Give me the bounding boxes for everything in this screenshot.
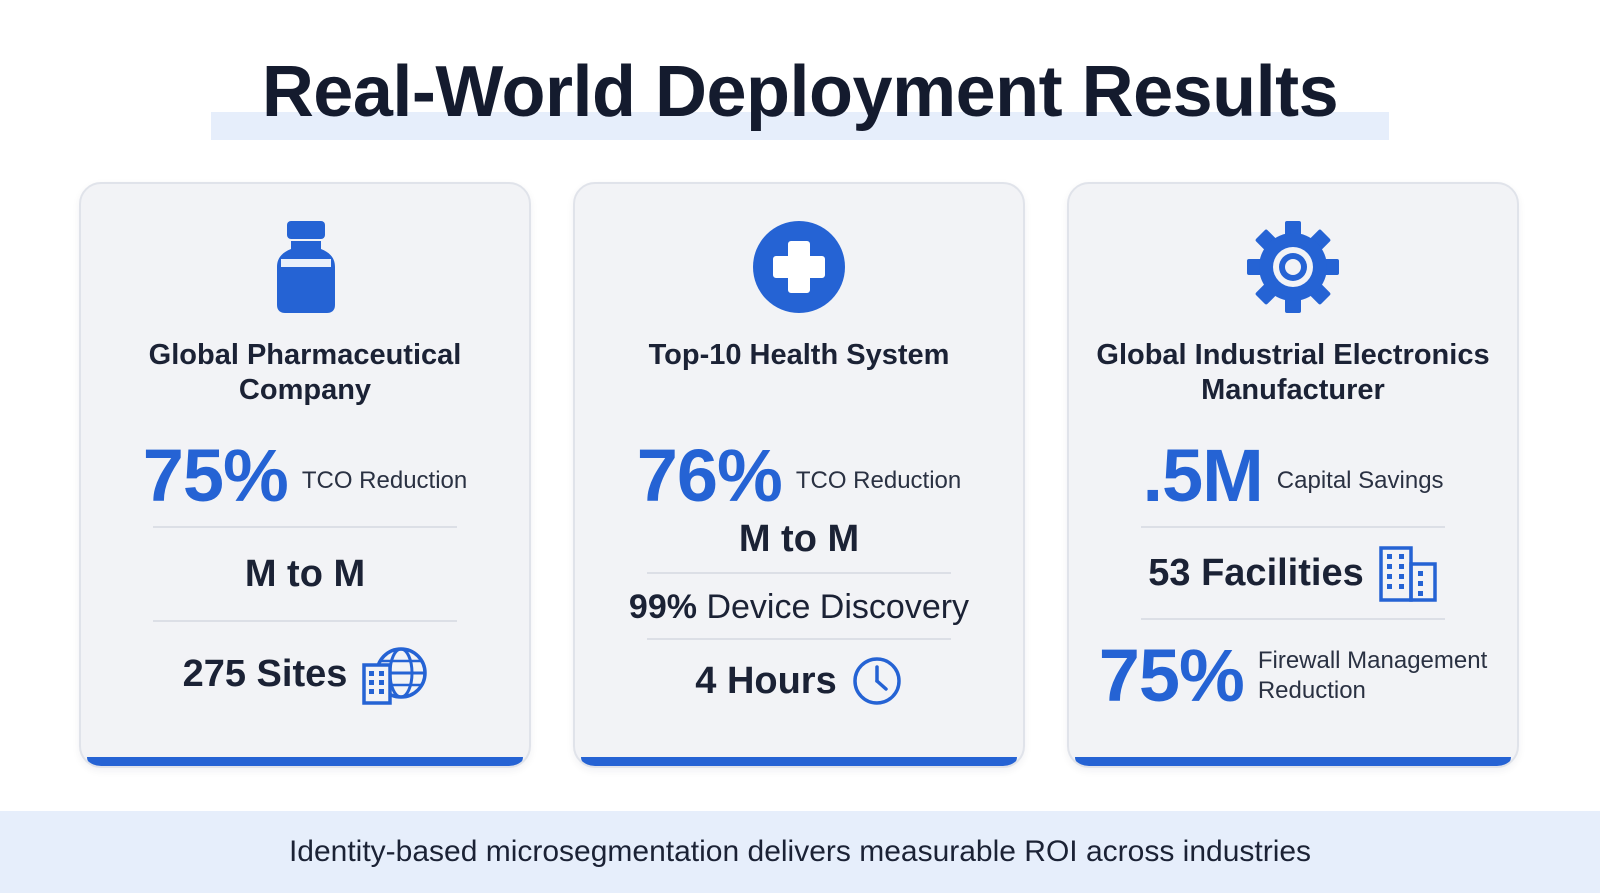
clock-icon bbox=[852, 657, 901, 705]
card-pharmaceutical: Global Pharmaceutical Company 75% TCO Re… bbox=[79, 182, 531, 768]
hours-row: 4 Hours bbox=[575, 652, 1023, 710]
divider bbox=[153, 526, 457, 528]
card-title: Top-10 Health System bbox=[648, 339, 950, 371]
sites-row: 275 Sites bbox=[81, 640, 529, 708]
divider bbox=[647, 638, 951, 640]
m-to-m-row: M to M bbox=[738, 517, 860, 560]
tco-metric: 75% TCO Reduction bbox=[81, 436, 529, 516]
discovery-label: Device Discovery bbox=[706, 587, 970, 626]
footer-text: Identity-based microsegmentation deliver… bbox=[288, 835, 1312, 868]
divider bbox=[647, 572, 951, 574]
savings-label: Capital Savings bbox=[1276, 467, 1444, 494]
tco-label: TCO Reduction bbox=[795, 467, 962, 494]
discovery-value: 99% bbox=[628, 587, 697, 626]
building-globe-icon bbox=[362, 647, 428, 705]
card-accent-bar bbox=[581, 757, 1017, 766]
device-discovery-row: 99% Device Discovery bbox=[575, 582, 1023, 632]
facilities-value: 53 Facilities bbox=[1148, 551, 1364, 594]
tco-metric: 76% TCO Reduction bbox=[575, 436, 1023, 516]
card-health-system: Top-10 Health System 76% TCO Reduction M… bbox=[573, 182, 1025, 768]
building-icon bbox=[1378, 546, 1437, 602]
vial-icon bbox=[277, 221, 335, 313]
tco-value: 76% bbox=[636, 434, 783, 517]
hours-value: 4 Hours bbox=[695, 659, 837, 702]
sites-value: 275 Sites bbox=[182, 652, 348, 695]
capital-savings-metric: .5M Capital Savings bbox=[1069, 436, 1517, 516]
footer-banner: Identity-based microsegmentation deliver… bbox=[0, 811, 1600, 893]
medical-cross-icon bbox=[753, 221, 845, 313]
page-title: Real-World Deployment Results bbox=[261, 52, 1339, 132]
tco-value: 75% bbox=[142, 434, 289, 517]
facilities-row: 53 Facilities bbox=[1069, 540, 1517, 606]
divider bbox=[1141, 526, 1445, 528]
firewall-metric: 75% Firewall Management Reduction bbox=[1069, 636, 1517, 716]
firewall-label: Firewall Management Reduction bbox=[1257, 647, 1488, 704]
title-highlight bbox=[211, 112, 1389, 140]
divider bbox=[1141, 618, 1445, 620]
title-area: Real-World Deployment Results bbox=[0, 40, 1600, 150]
card-title: Global Pharmaceutical Company bbox=[148, 339, 462, 406]
m-to-m-row: M to M bbox=[244, 552, 366, 595]
gear-icon bbox=[1247, 221, 1339, 313]
card-electronics: Global Industrial Electronics Manufactur… bbox=[1067, 182, 1519, 768]
card-title: Global Industrial Electronics Manufactur… bbox=[1096, 339, 1490, 406]
firewall-value: 75% bbox=[1098, 634, 1245, 717]
divider bbox=[153, 620, 457, 622]
tco-label: TCO Reduction bbox=[301, 467, 468, 494]
savings-value: .5M bbox=[1142, 434, 1263, 517]
card-accent-bar bbox=[87, 757, 523, 766]
card-accent-bar bbox=[1075, 757, 1511, 766]
